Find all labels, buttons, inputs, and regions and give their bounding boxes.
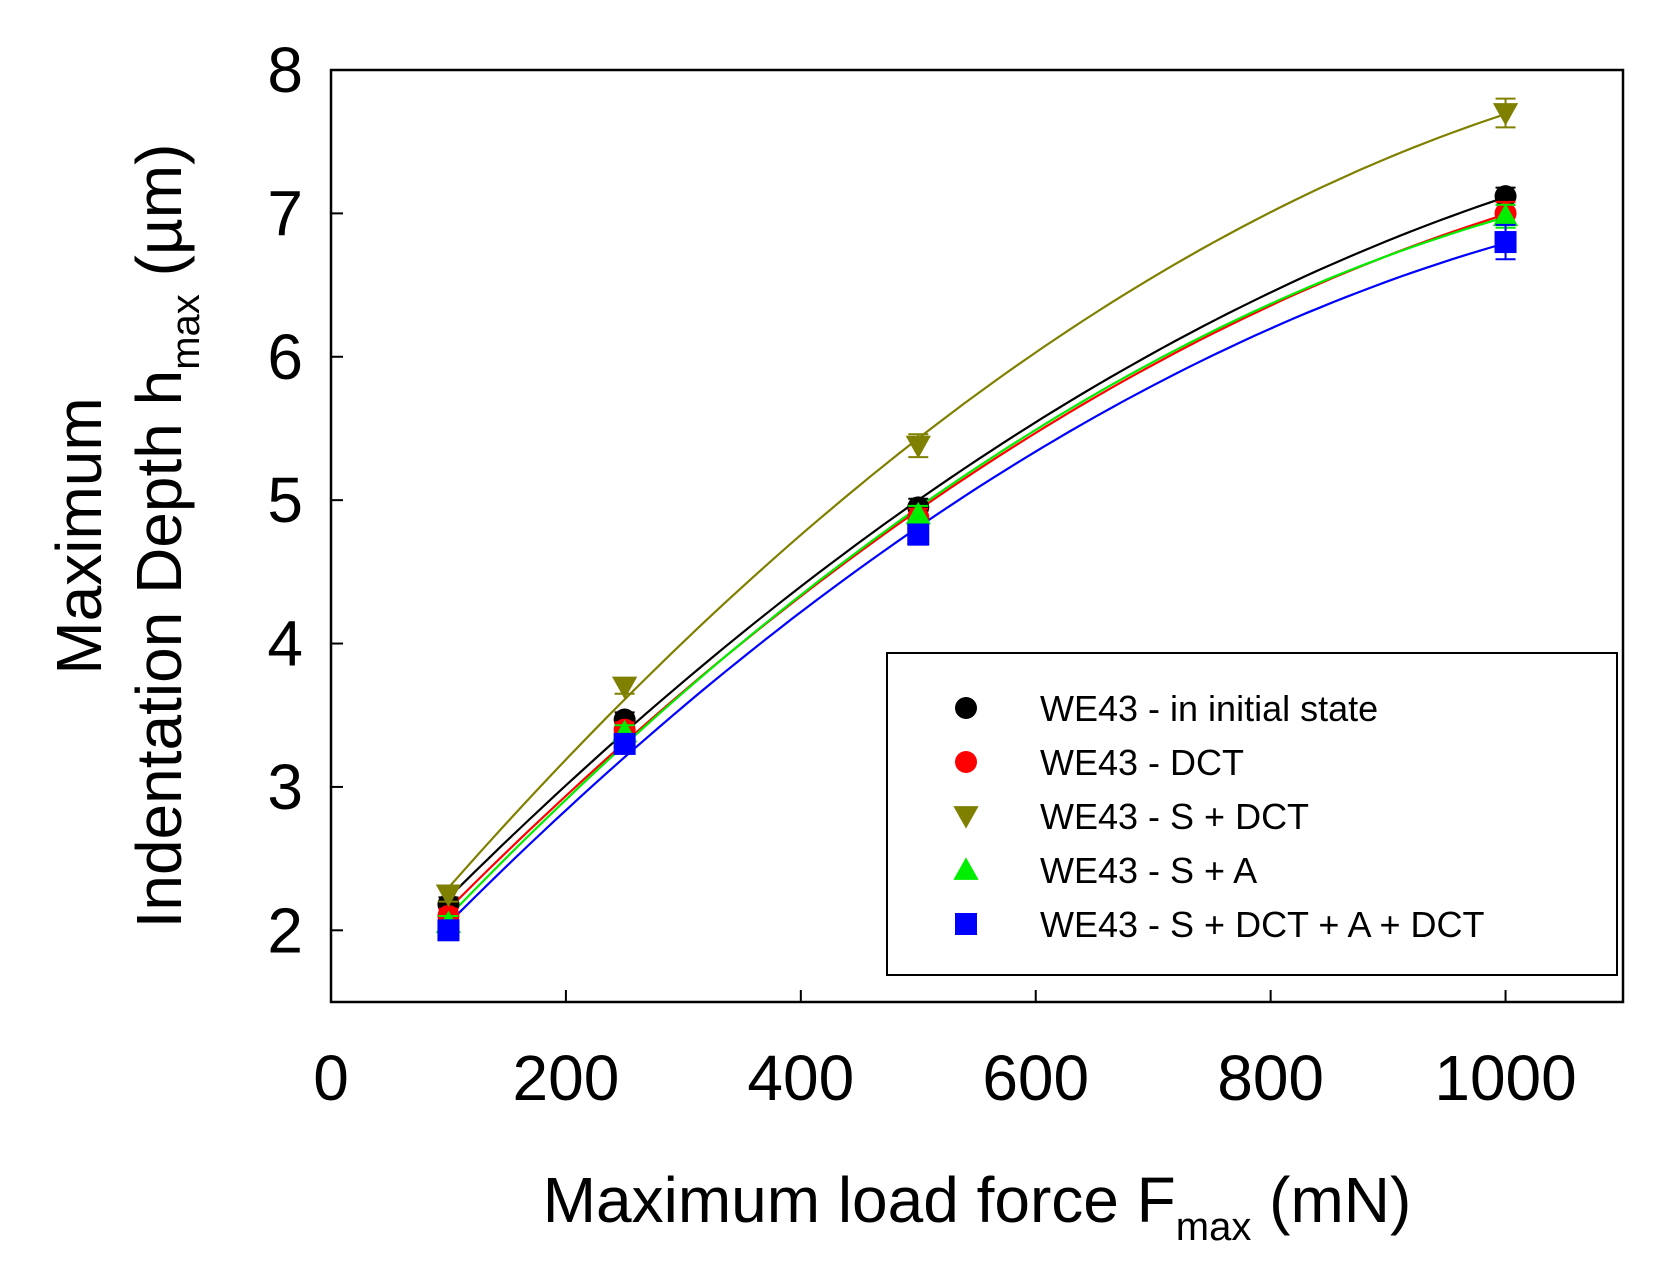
legend-label: WE43 - S + DCT + A + DCT xyxy=(1040,904,1484,945)
point-we43-s-dct xyxy=(611,676,638,700)
point-we43-s-dct-a-dct xyxy=(437,919,460,942)
y-tick-label: 2 xyxy=(267,894,303,966)
x-tick-label: 600 xyxy=(982,1042,1089,1114)
fit-line-we43-s-dct xyxy=(447,113,1506,889)
legend-marker-we43-in-initial-state xyxy=(955,697,977,719)
x-axis-title: Maximum load force Fmax (mN) xyxy=(543,1164,1412,1249)
x-tick-label: 200 xyxy=(513,1042,620,1114)
x-axis-title-sub: max xyxy=(1176,1205,1252,1249)
x-tick-label: 400 xyxy=(747,1042,854,1114)
legend-marker-we43-s-dct xyxy=(953,806,979,829)
y-axis-title-sub: max xyxy=(164,294,208,370)
legend-label: WE43 - S + A xyxy=(1040,850,1257,891)
point-we43-s-dct xyxy=(435,884,462,908)
legend-label: WE43 - DCT xyxy=(1040,742,1244,783)
legend-marker-we43-s-dct-a-dct xyxy=(955,913,977,935)
point-we43-s-dct xyxy=(905,435,931,459)
fit-line-we43-s-dct-a-dct xyxy=(447,242,1506,925)
y-axis-title-tail: (µm) xyxy=(123,144,195,295)
legend: WE43 - in initial state WE43 - DCT WE43 - … xyxy=(886,652,1618,976)
point-we43-s-dct-a-dct xyxy=(1494,231,1517,254)
y-tick-label: 3 xyxy=(267,751,303,823)
y-tick-label: 6 xyxy=(267,321,303,393)
plot-area-frame xyxy=(329,68,1625,1004)
legend-label: WE43 - S + DCT xyxy=(1040,796,1309,837)
point-we43-s-a xyxy=(1492,203,1519,227)
x-tick-label: 800 xyxy=(1217,1042,1324,1114)
x-tick-label: 1000 xyxy=(1434,1042,1576,1114)
x-axis-title-tail: (mN) xyxy=(1251,1164,1411,1236)
y-axis-title-line2: Indentation Depth hmax (µm) xyxy=(123,144,208,929)
y-axis-title-main: Indentation Depth h xyxy=(123,370,195,929)
point-we43-s-dct-a-dct xyxy=(907,523,930,546)
y-tick-label: 5 xyxy=(267,464,303,536)
y-tick-label: 8 xyxy=(267,34,303,106)
data-points-layer xyxy=(435,97,1519,942)
point-we43-s-dct-a-dct xyxy=(613,732,636,755)
x-axis-title-main: Maximum load force F xyxy=(543,1164,1176,1236)
y-tick-label: 4 xyxy=(267,608,303,680)
ticks-layer: 0 200 400 600 800 1000 2 3 4 5 6 7 8 xyxy=(267,34,1576,1114)
y-tick-label: 7 xyxy=(267,177,303,249)
point-we43-s-a xyxy=(905,501,931,525)
legend-label: WE43 - in initial state xyxy=(1040,688,1378,729)
legend-marker-we43-s-a xyxy=(953,857,979,880)
legend-box xyxy=(886,652,1618,976)
y-axis-title-line1: Maximum xyxy=(43,397,115,674)
x-tick-label: 0 xyxy=(313,1042,349,1114)
point-we43-s-dct xyxy=(1492,103,1519,126)
legend-marker-we43-dct xyxy=(955,751,977,773)
